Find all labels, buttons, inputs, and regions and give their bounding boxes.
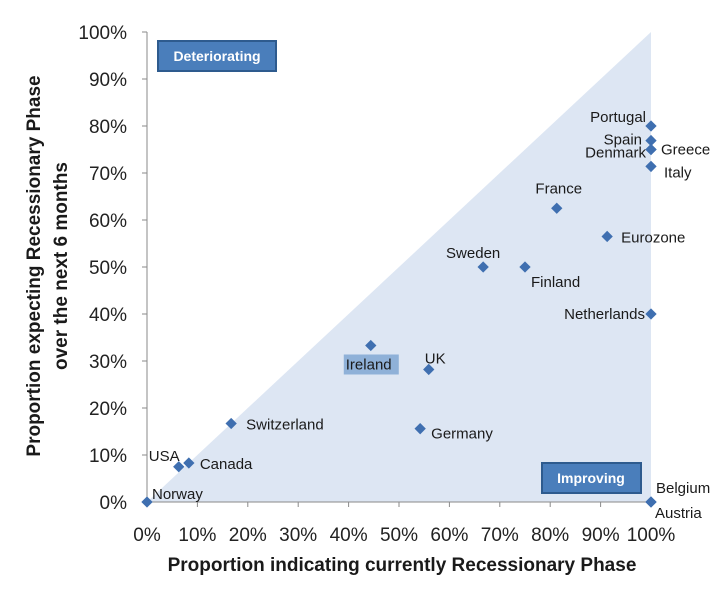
label-finland: Finland: [531, 274, 580, 291]
y-axis-title-line1: Proportion expecting Recessionary Phase: [24, 75, 45, 456]
label-germany: Germany: [431, 426, 493, 443]
label-spain: Spain: [604, 132, 642, 149]
label-norway: Norway: [152, 486, 203, 503]
point-austria: [645, 496, 657, 508]
x-tick-label: 100%: [627, 525, 676, 546]
label-portugal: Portugal: [590, 109, 646, 126]
point-italy: [645, 160, 657, 173]
x-tick-label: 0%: [133, 525, 161, 546]
x-axis-title: Proportion indicating currently Recessio…: [168, 555, 637, 576]
improving-shaded-region: [147, 32, 651, 502]
point-ireland: [365, 339, 377, 352]
x-tick-label: 30%: [279, 525, 317, 546]
y-tick-label: 100%: [78, 23, 127, 44]
point-usa: [173, 461, 185, 473]
x-tick-label: 50%: [380, 525, 418, 546]
improving-box: Improving: [541, 462, 642, 494]
x-tick-label: 70%: [481, 525, 519, 546]
x-tick-label: 10%: [178, 525, 216, 546]
label-uk: UK: [425, 350, 446, 367]
deteriorating-box: Deteriorating: [157, 40, 277, 72]
y-tick-label: 20%: [89, 399, 127, 420]
ireland-highlight: [343, 354, 399, 375]
label-usa: USA: [149, 448, 180, 465]
x-tick-label: 90%: [582, 525, 620, 546]
label-austria: Austria: [655, 505, 702, 522]
y-tick-label: 40%: [89, 305, 127, 326]
point-france: [551, 202, 563, 214]
improving-label: Improving: [557, 470, 625, 486]
y-tick-label: 50%: [89, 258, 127, 279]
y-tick-label: 0%: [100, 493, 128, 514]
point-norway: [141, 496, 153, 508]
y-tick-label: 60%: [89, 211, 127, 232]
point-sweden: [477, 261, 489, 273]
label-ireland: Ireland: [346, 356, 392, 373]
point-greece: [645, 143, 657, 156]
point-canada: [183, 457, 195, 469]
point-netherlands: [645, 308, 657, 320]
point-germany: [414, 423, 426, 435]
point-uk: [423, 363, 435, 376]
point-switzerland: [225, 417, 237, 430]
deteriorating-label: Deteriorating: [173, 48, 260, 64]
point-eurozone: [601, 230, 613, 243]
label-netherlands: Netherlands: [564, 306, 645, 323]
y-tick-label: 90%: [89, 70, 127, 91]
label-france: France: [535, 180, 582, 197]
point-spain: [645, 134, 657, 147]
y-tick-label: 30%: [89, 352, 127, 373]
label-denmark: Denmark: [585, 145, 646, 162]
y-tick-label: 70%: [89, 164, 127, 185]
point-finland: [519, 261, 531, 273]
label-sweden: Sweden: [446, 245, 500, 262]
label-eurozone: Eurozone: [621, 229, 685, 246]
label-switzerland: Switzerland: [246, 417, 324, 434]
y-axis-title-line2: over the next 6 months: [51, 162, 72, 370]
y-tick-label: 80%: [89, 117, 127, 138]
x-tick-label: 20%: [229, 525, 267, 546]
y-tick-label: 10%: [89, 446, 127, 467]
label-italy: Italy: [664, 164, 692, 181]
label-belgium: Belgium: [656, 480, 710, 497]
x-tick-label: 80%: [531, 525, 569, 546]
x-tick-label: 60%: [430, 525, 468, 546]
label-canada: Canada: [200, 456, 253, 473]
label-greece: Greece: [661, 142, 710, 159]
x-tick-label: 40%: [330, 525, 368, 546]
